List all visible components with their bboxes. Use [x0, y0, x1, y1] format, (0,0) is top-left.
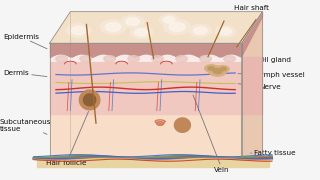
- Circle shape: [208, 67, 214, 70]
- Polygon shape: [37, 157, 269, 167]
- Circle shape: [159, 14, 179, 25]
- Text: Oil gland: Oil gland: [244, 57, 291, 69]
- Circle shape: [80, 56, 92, 62]
- Circle shape: [56, 56, 68, 62]
- Polygon shape: [50, 12, 262, 43]
- Circle shape: [213, 69, 222, 74]
- Circle shape: [163, 17, 175, 23]
- Circle shape: [209, 66, 227, 76]
- Circle shape: [205, 65, 218, 72]
- Polygon shape: [50, 57, 242, 114]
- Circle shape: [67, 24, 91, 37]
- Polygon shape: [242, 12, 262, 157]
- Polygon shape: [84, 94, 96, 106]
- Circle shape: [126, 18, 140, 25]
- Circle shape: [218, 66, 229, 72]
- Polygon shape: [242, 57, 262, 114]
- Circle shape: [128, 56, 140, 62]
- Text: Hair shaft: Hair shaft: [227, 5, 268, 22]
- Circle shape: [224, 56, 236, 62]
- Circle shape: [104, 56, 116, 62]
- Polygon shape: [50, 43, 242, 57]
- Polygon shape: [174, 118, 190, 132]
- Polygon shape: [79, 90, 100, 110]
- Polygon shape: [50, 43, 242, 157]
- Circle shape: [220, 67, 226, 71]
- Text: Lymph vessel: Lymph vessel: [238, 72, 305, 78]
- Text: Dermis: Dermis: [3, 70, 47, 76]
- Text: Nerve: Nerve: [238, 84, 281, 90]
- Circle shape: [135, 29, 148, 36]
- Text: Fatty tissue: Fatty tissue: [251, 150, 296, 156]
- Circle shape: [169, 22, 185, 32]
- Circle shape: [176, 56, 188, 62]
- Circle shape: [71, 26, 86, 35]
- Text: Vein: Vein: [193, 95, 230, 173]
- Circle shape: [122, 15, 144, 28]
- Polygon shape: [242, 12, 262, 57]
- Circle shape: [130, 26, 153, 39]
- Text: Hair follicle: Hair follicle: [46, 111, 89, 166]
- Circle shape: [105, 23, 121, 31]
- Circle shape: [194, 27, 207, 34]
- Circle shape: [215, 26, 236, 37]
- Text: Subcutaneous
tissue: Subcutaneous tissue: [0, 119, 52, 134]
- Text: Epidermis: Epidermis: [3, 34, 47, 49]
- Circle shape: [100, 20, 126, 34]
- Circle shape: [152, 56, 163, 62]
- Circle shape: [189, 24, 212, 37]
- Circle shape: [219, 28, 231, 35]
- Circle shape: [200, 56, 212, 62]
- Circle shape: [164, 19, 190, 35]
